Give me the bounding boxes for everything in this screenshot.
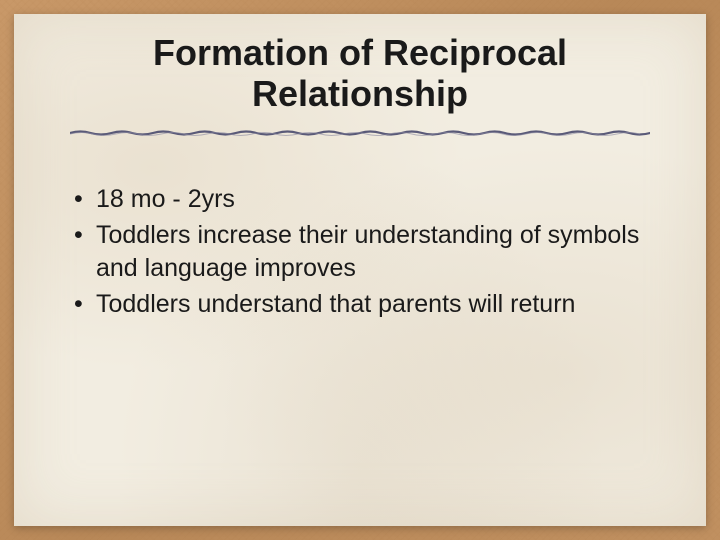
title-line-1: Formation of Reciprocal [153, 32, 567, 73]
list-item: Toddlers understand that parents will re… [70, 288, 650, 322]
bullet-list: 18 mo - 2yrs Toddlers increase their und… [70, 183, 650, 322]
slide-paper: Formation of Reciprocal Relationship 18 … [14, 14, 706, 526]
title-line-2: Relationship [252, 73, 468, 114]
list-item: Toddlers increase their understanding of… [70, 219, 650, 287]
list-item: 18 mo - 2yrs [70, 183, 650, 217]
slide-title: Formation of Reciprocal Relationship [70, 32, 650, 115]
slide-frame: Formation of Reciprocal Relationship 18 … [0, 0, 720, 540]
divider-icon [70, 129, 650, 137]
